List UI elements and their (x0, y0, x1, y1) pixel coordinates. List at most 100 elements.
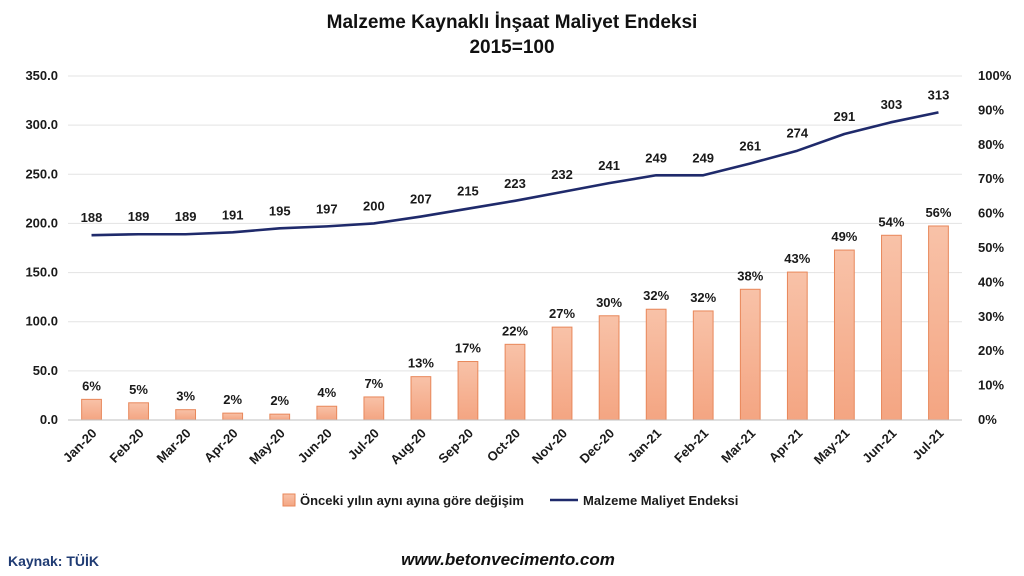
bar-data-label: 5% (129, 382, 148, 397)
bar-data-label: 17% (455, 341, 481, 356)
x-tick-label: Jul-21 (909, 426, 946, 463)
bar (81, 398, 102, 421)
x-tick-label: Jan-21 (625, 426, 665, 466)
grid-lines (68, 75, 962, 372)
bar-data-labels: 6% 5% 3% 2% 2% 4% 7% 13% 17% 22% 27% 30% 32% 32% 38% 43… (82, 205, 952, 408)
x-tick-label: Nov-20 (529, 426, 570, 467)
bar (881, 234, 902, 421)
bar (833, 249, 855, 421)
line-data-label: 188 (81, 210, 103, 225)
bar-data-label: 2% (270, 393, 289, 408)
chart-subtitle: 2015=100 (469, 37, 555, 58)
y2-tick-label: 90% (978, 102, 1004, 117)
line-data-labels: 188 189 189 191 195 197 200 207 215 223 232 241 249 2… (81, 87, 950, 225)
chart-title: Malzeme Kaynaklı İnşaat Maliyet Endeksi (326, 12, 698, 33)
x-axis: Jan-20 Feb-20 Mar-20 Apr-20 May-20 Jun-20 Jul-… (60, 419, 962, 468)
x-tick-label: Mar-20 (154, 426, 194, 466)
bar (410, 376, 432, 421)
line-data-label: 197 (316, 201, 338, 216)
bar-data-label: 6% (82, 378, 101, 393)
line-data-label: 189 (128, 209, 150, 224)
line-series (91, 111, 939, 237)
x-tick-label: Oct-20 (484, 426, 523, 465)
y2-tick-label: 30% (978, 309, 1004, 324)
bar (928, 225, 949, 421)
line-data-label: 303 (881, 97, 903, 112)
x-tick-label: Apr-20 (201, 426, 241, 466)
line-data-label: 207 (410, 192, 432, 207)
bar (175, 409, 197, 421)
y-tick-label: 300.0 (25, 117, 58, 132)
line-data-label: 313 (928, 87, 950, 102)
bar (316, 405, 338, 421)
y-tick-label: 0.0 (40, 412, 58, 427)
bar-data-label: 4% (317, 385, 336, 400)
y2-tick-label: 0% (978, 412, 997, 427)
website-link[interactable]: www.betonvecimento.com (401, 550, 615, 569)
y2-tick-label: 20% (978, 343, 1004, 358)
y-axis-left: 0.0 50.0 100.0 150.0 200.0 250.0 300.0 350.0 (25, 68, 58, 427)
y2-tick-label: 40% (978, 274, 1004, 289)
bar (598, 315, 620, 421)
bar-data-label: 2% (223, 392, 242, 407)
x-tick-label: May-21 (811, 426, 853, 468)
line-data-label: 249 (692, 150, 714, 165)
line-data-label: 249 (645, 150, 667, 165)
bar-data-label: 7% (364, 376, 383, 391)
bar (457, 361, 479, 421)
y2-tick-label: 80% (978, 137, 1004, 152)
x-tick-label: Jun-20 (295, 426, 335, 466)
bar (363, 396, 385, 421)
line-data-label: 261 (739, 138, 761, 153)
source-note: Kaynak: TÜİK (8, 553, 100, 569)
y-tick-label: 150.0 (25, 265, 58, 280)
x-tick-label: Jul-20 (345, 426, 382, 463)
series-line (91, 111, 939, 237)
bar (504, 343, 526, 421)
y2-tick-label: 60% (978, 206, 1004, 221)
x-tick-label: May-20 (246, 426, 288, 468)
bar-data-label: 56% (925, 205, 951, 220)
chart-title-block: Malzeme Kaynaklı İnşaat Maliyet Endeksi … (0, 10, 1024, 60)
x-tick-label: Dec-20 (576, 426, 617, 467)
bar-data-label: 49% (831, 229, 857, 244)
bar (645, 308, 667, 421)
bar (128, 402, 149, 421)
line-data-label: 291 (834, 109, 856, 124)
line-data-label: 200 (363, 198, 385, 213)
y-tick-label: 350.0 (25, 68, 58, 83)
y-tick-label: 50.0 (33, 363, 58, 378)
legend: Önceki yılın aynı ayına göre değişim Malz… (282, 493, 738, 508)
y2-tick-label: 50% (978, 240, 1004, 255)
bar-data-label: 54% (878, 214, 904, 229)
bar-data-label: 43% (784, 251, 810, 266)
bar-data-label: 30% (596, 295, 622, 310)
y-tick-label: 200.0 (25, 215, 58, 230)
bar-data-label: 27% (549, 306, 575, 321)
line-data-label: 215 (457, 184, 479, 199)
x-tick-label: Sep-20 (435, 426, 476, 467)
y-tick-label: 100.0 (25, 314, 58, 329)
y2-tick-label: 70% (978, 171, 1004, 186)
x-tick-label: Mar-21 (718, 426, 758, 466)
x-tick-label: Feb-21 (671, 426, 711, 466)
legend-label-bar: Önceki yılın aynı ayına göre değişim (300, 493, 524, 508)
line-data-label: 274 (786, 126, 808, 141)
bar-data-label: 3% (176, 389, 195, 404)
line-data-label: 191 (222, 207, 244, 222)
legend-swatch-bar (282, 493, 296, 507)
x-tick-label: Aug-20 (387, 426, 429, 468)
bar-data-label: 32% (690, 290, 716, 305)
x-tick-label: Apr-21 (766, 426, 806, 466)
bar (269, 413, 291, 421)
bar (786, 271, 808, 421)
line-data-label: 195 (269, 203, 291, 218)
bar (222, 412, 244, 421)
y2-tick-label: 100% (978, 68, 1012, 83)
line-data-label: 232 (551, 167, 573, 182)
bar (551, 326, 573, 421)
bar (739, 288, 761, 421)
x-tick-label: Jun-21 (859, 426, 899, 466)
bar-data-label: 38% (737, 268, 763, 283)
